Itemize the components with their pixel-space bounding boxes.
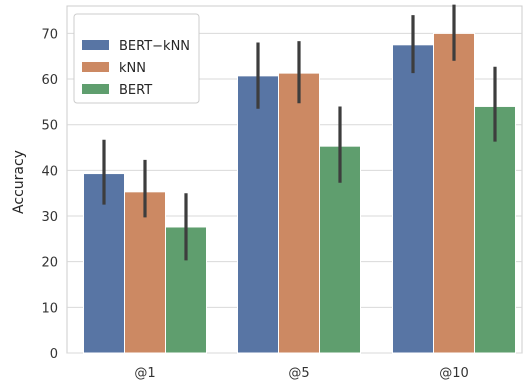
y-tick-label: 50 — [41, 119, 58, 134]
x-tick-label: @1 — [134, 366, 155, 381]
legend: BERT−kNN kNN BERT — [73, 13, 200, 104]
y-tick-label: 30 — [41, 210, 58, 225]
y-axis-ticks: 0 10 20 30 40 50 60 70 — [41, 27, 58, 362]
legend-box — [73, 13, 200, 104]
y-tick-label: 20 — [41, 256, 58, 271]
legend-swatch — [82, 40, 109, 50]
legend-label: kNN — [119, 61, 146, 76]
legend-swatch — [82, 62, 109, 72]
legend-label: BERT — [119, 83, 152, 98]
x-tick-label: @10 — [439, 366, 469, 381]
y-tick-label: 0 — [50, 347, 58, 362]
bar — [433, 32, 475, 354]
legend-label: BERT−kNN — [119, 39, 190, 54]
y-tick-label: 60 — [41, 73, 58, 88]
bar — [237, 75, 279, 354]
legend-swatch — [82, 84, 109, 94]
error-bars — [102, 4, 497, 261]
y-tick-label: 10 — [41, 301, 58, 316]
bar — [392, 44, 434, 354]
bar — [278, 72, 320, 354]
x-axis-ticks: @1 @5 @10 — [134, 366, 468, 381]
bar — [474, 105, 516, 354]
y-axis-label: Accuracy — [11, 150, 27, 214]
y-tick-label: 70 — [41, 27, 58, 42]
y-tick-label: 40 — [41, 164, 58, 179]
x-tick-label: @5 — [288, 366, 309, 381]
